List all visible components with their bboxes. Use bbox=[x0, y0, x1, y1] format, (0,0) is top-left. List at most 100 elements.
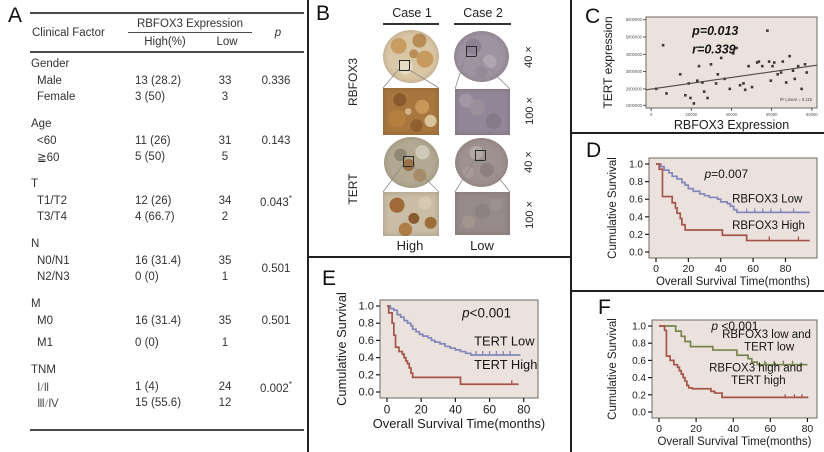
svg-text:RBFOX3 Expression: RBFOX3 Expression bbox=[674, 118, 789, 132]
table-cell-p: 0.501 bbox=[261, 263, 291, 275]
table-cell: 0 (0) bbox=[135, 271, 159, 283]
panel-label-f: F bbox=[598, 296, 611, 319]
table-cell: 5 bbox=[221, 151, 229, 163]
panel-label-a: A bbox=[8, 4, 23, 27]
svg-text:0.0: 0.0 bbox=[358, 387, 374, 399]
km-curve-tert-high bbox=[387, 305, 519, 386]
case2-staining-level: Low bbox=[470, 238, 494, 253]
table-cell: Male bbox=[37, 75, 62, 87]
svg-text:20: 20 bbox=[683, 263, 695, 275]
table-cell: 35 bbox=[218, 255, 232, 267]
ihc-image-rbfox3-case2-100x bbox=[455, 89, 510, 135]
table-cell: 33 bbox=[218, 75, 232, 87]
ihc-image-tert-case1-40x bbox=[384, 137, 439, 188]
col-header-low: Low bbox=[216, 36, 238, 48]
table-row: N0/N1 16 (31.4) 35 bbox=[30, 253, 304, 269]
svg-text:0: 0 bbox=[384, 404, 391, 417]
table-row: Male 13 (28.2) 33 0.336 bbox=[30, 73, 304, 89]
panel-label-b: B bbox=[316, 2, 331, 25]
svg-text:p=0.007: p=0.007 bbox=[703, 167, 748, 181]
table-cell: 5 (50) bbox=[135, 151, 166, 163]
divider-col-1 bbox=[307, 0, 309, 452]
table-cell-p: 0.336 bbox=[261, 75, 291, 87]
divider-b-e bbox=[309, 256, 570, 258]
table-cell: 0 (0) bbox=[135, 337, 159, 349]
svg-text:1.0: 1.0 bbox=[629, 160, 643, 171]
ihc-image-tert-case2-100x bbox=[455, 192, 510, 235]
table-cell: ≧60 bbox=[37, 152, 60, 164]
case1-header: Case 1 bbox=[392, 6, 432, 20]
svg-text:60: 60 bbox=[483, 404, 497, 417]
svg-text:0: 0 bbox=[656, 423, 662, 435]
ihc-image-rbfox3-case2-40x bbox=[454, 31, 509, 82]
table-cell: Ⅰ/Ⅱ bbox=[37, 382, 50, 394]
table-cell-p: 0.501 bbox=[261, 315, 291, 327]
ihc-image-rbfox3-case1-100x bbox=[383, 88, 439, 135]
svg-text:TERT expression: TERT expression bbox=[601, 16, 615, 108]
table-header: Clinical Factor RBFOX3 Expression High(%… bbox=[30, 12, 304, 53]
table-cell: 4 (66.7) bbox=[135, 211, 175, 223]
svg-text:0.6: 0.6 bbox=[358, 335, 374, 347]
table-cell: 1 bbox=[221, 337, 229, 349]
table-row: N2/N3 0 (0) 1 0.501 bbox=[30, 263, 304, 285]
trend-line bbox=[645, 64, 818, 91]
chart-svg-C: 6000000 5000000 4000000 3000000 2000000 10000… bbox=[601, 16, 818, 132]
col-header-rbfox3-expression: RBFOX3 Expression bbox=[128, 18, 252, 33]
table-cell: 12 (26) bbox=[135, 195, 172, 207]
table-cell: N2/N3 bbox=[37, 271, 70, 283]
svg-text:80: 80 bbox=[802, 423, 814, 435]
km-curve-rbfox3-high-and-tert-high bbox=[659, 325, 809, 399]
svg-text:0: 0 bbox=[653, 263, 659, 275]
roi-box-tert-case1 bbox=[403, 156, 414, 167]
table-cell: 13 (28.2) bbox=[135, 75, 182, 87]
km-curve-rbfox3-low bbox=[656, 163, 810, 214]
svg-text:20: 20 bbox=[415, 404, 429, 417]
svg-text:60: 60 bbox=[764, 423, 776, 435]
r-squared-note: R² Linear = 0.115 bbox=[780, 97, 813, 102]
case1-underline bbox=[383, 23, 439, 25]
case2-underline bbox=[454, 23, 511, 25]
svg-text:20000: 20000 bbox=[685, 112, 697, 117]
table-cell: M1 bbox=[37, 337, 53, 349]
svg-text:Overall Survival Time(months): Overall Survival Time(months) bbox=[373, 416, 545, 431]
chart-c-scatter-tert-vs-rbfox3: 6000000 5000000 4000000 3000000 2000000 10000… bbox=[596, 2, 824, 132]
km-curve-label: TERT High bbox=[474, 357, 537, 372]
table-group-age: Age bbox=[31, 118, 52, 130]
panel-label-e: E bbox=[322, 267, 337, 290]
svg-text:0.0: 0.0 bbox=[629, 248, 643, 259]
case2-header: Case 2 bbox=[463, 6, 503, 20]
table-cell: 31 bbox=[218, 135, 232, 147]
km-curve-rbfox3-low-and-tert-low bbox=[659, 325, 808, 366]
table-cell: Female bbox=[37, 91, 76, 103]
chart-e-km-tert: 1.0 0.8 0.6 0.4 0.2 0.0 0 20 40 60 80 Overall Survi… bbox=[318, 262, 571, 452]
svg-text:40: 40 bbox=[727, 423, 739, 435]
km-curve-label: RBFOX3 High bbox=[732, 220, 805, 232]
ihc-image-rbfox3-case1-40x bbox=[383, 30, 439, 83]
table-group-m: M bbox=[31, 298, 41, 310]
table-row: T1/T2 12 (26) 34 0.043* bbox=[30, 193, 304, 209]
divider-c-d bbox=[572, 132, 824, 134]
roi-box-rbfox3-case2 bbox=[466, 46, 477, 57]
table-body: Gender Male 13 (28.2) 33 0.336 Female 3 (50) 3 A… bbox=[30, 58, 304, 411]
svg-text:Overall Survival Time(months): Overall Survival Time(months) bbox=[657, 436, 811, 448]
chart-d-km-rbfox3: 1.0 0.8 0.6 0.4 0.2 0.0 0 20 40 60 80 Overall Survi… bbox=[596, 136, 824, 289]
table-cell: 1 bbox=[221, 271, 229, 283]
svg-text:1.0: 1.0 bbox=[632, 322, 646, 333]
col-header-p: p bbox=[274, 27, 282, 39]
table-group-gender: Gender bbox=[31, 58, 70, 70]
table-row: M1 0 (0) 1 bbox=[30, 335, 304, 351]
table-cell: M0 bbox=[37, 315, 53, 327]
svg-text:0.4: 0.4 bbox=[632, 373, 646, 384]
roi-box-tert-case2 bbox=[475, 150, 486, 161]
scatter-annotation: r=0.339 bbox=[692, 42, 735, 56]
case1-staining-level: High bbox=[396, 238, 424, 253]
table-cell: T1/T2 bbox=[37, 195, 68, 207]
table-cell-p: 0.043* bbox=[260, 193, 292, 209]
table-cell-p: 0.143 bbox=[261, 135, 291, 147]
table-group-tnm: TNM bbox=[31, 364, 56, 376]
clinical-factors-table: Clinical Factor RBFOX3 Expression High(%… bbox=[30, 12, 304, 440]
